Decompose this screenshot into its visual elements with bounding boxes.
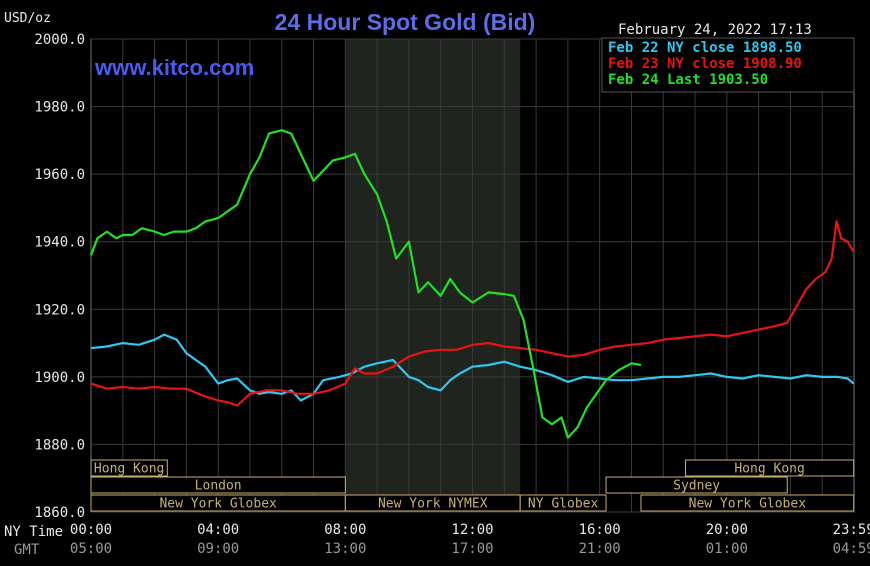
x-tick-label-ny: 04:00	[197, 522, 239, 538]
y-tick-label: 1980.0	[34, 100, 85, 116]
y-tick-label: 1940.0	[34, 235, 85, 251]
series-layer	[89, 129, 855, 439]
session-bar	[90, 459, 168, 477]
x-tick-label-gmt: 09:00	[197, 541, 239, 557]
x-tick-label-ny: 23:59	[833, 522, 870, 538]
session-label: New York NYMEX	[378, 497, 488, 512]
y-tick-label: 1900.0	[34, 370, 85, 386]
x-tick-label-gmt: 13:00	[324, 541, 366, 557]
y-tick-label: 2000.0	[34, 32, 85, 48]
y-axis-ticks: 2000.0 1980.0 1960.0 1940.0 1920.0 1900.0 1880…	[34, 32, 85, 521]
x-tick-label-gmt: 05:00	[70, 541, 112, 557]
session-label: Hong Kong	[94, 462, 164, 477]
nymex-shaded-region	[345, 39, 521, 512]
x-tick-label-gmt: 04:59	[833, 541, 870, 557]
session-bar	[519, 494, 607, 512]
ny-time-label: NY Time	[4, 524, 63, 540]
session-label: London	[195, 479, 242, 494]
session-label: New York Globex	[689, 497, 807, 512]
y-tick-label: 1920.0	[34, 302, 85, 318]
series-line-feb24	[89, 129, 642, 439]
x-tick-label-ny: 16:00	[579, 522, 621, 538]
brand-watermark: www.kitco.com	[94, 55, 254, 80]
legend-entry-feb23: Feb 23 NY close 1908.90	[608, 56, 802, 72]
y-tick-label: 1880.0	[34, 437, 85, 453]
session-bar	[685, 459, 855, 477]
x-tick-label-gmt: 21:00	[579, 541, 621, 557]
unit-label: USD/oz	[4, 11, 51, 26]
session-label: Sydney	[673, 479, 720, 494]
x-tick-label-gmt: 17:00	[451, 541, 493, 557]
grid-lines	[91, 38, 854, 513]
timestamp: February 24, 2022 17:13	[618, 22, 812, 38]
legend-entry-feb24: Feb 24 Last 1903.50	[608, 72, 768, 88]
gmt-label: GMT	[14, 542, 40, 558]
x-tick-label-gmt: 01:00	[706, 541, 748, 557]
x-tick-label-ny: 12:00	[451, 522, 493, 538]
x-tick-label-ny: 08:00	[324, 522, 366, 538]
legend-entry-feb22: Feb 22 NY close 1898.50	[608, 40, 802, 56]
legend: Feb 22 NY close 1898.50 Feb 23 NY close …	[601, 37, 855, 93]
series-line-feb22	[90, 333, 855, 402]
x-tick-label-ny: 00:00	[70, 522, 112, 538]
session-bars: Hong Kong London New York Globex New York N…	[90, 459, 855, 512]
y-tick-label: 1860.0	[34, 505, 85, 521]
y-tick-label: 1960.0	[34, 167, 85, 183]
legend-box	[601, 37, 855, 93]
session-bar	[605, 476, 788, 494]
x-tick-label-ny: 20:00	[706, 522, 748, 538]
x-axis-ticks: 00:00 05:00 04:00 09:00 08:00 13:00 12:00 17:00…	[70, 522, 870, 557]
session-bar	[90, 476, 346, 494]
session-label: New York Globex	[159, 497, 277, 512]
chart-title: 24 Hour Spot Gold (Bid)	[275, 9, 536, 35]
session-bar	[640, 494, 855, 512]
session-label: Hong Kong	[734, 462, 804, 477]
session-label: NY Globex	[528, 497, 599, 512]
series-line-feb23	[90, 220, 855, 407]
